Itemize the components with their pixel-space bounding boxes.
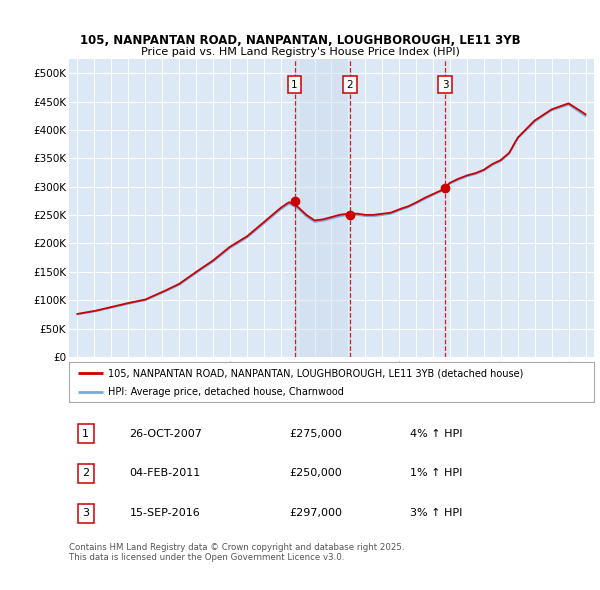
Text: HPI: Average price, detached house, Charnwood: HPI: Average price, detached house, Char… [109, 386, 344, 396]
Text: 15-SEP-2016: 15-SEP-2016 [130, 509, 200, 518]
Text: Price paid vs. HM Land Registry's House Price Index (HPI): Price paid vs. HM Land Registry's House … [140, 47, 460, 57]
Text: 3% ↑ HPI: 3% ↑ HPI [410, 509, 463, 518]
Text: 2: 2 [347, 80, 353, 90]
Bar [295, 59, 350, 357]
Text: 4% ↑ HPI: 4% ↑ HPI [410, 429, 463, 438]
Text: 1: 1 [291, 80, 298, 90]
Text: 1: 1 [82, 429, 89, 438]
Text: 2: 2 [82, 468, 89, 478]
Text: 26-OCT-2007: 26-OCT-2007 [130, 429, 202, 438]
Text: 3: 3 [82, 509, 89, 518]
Text: 3: 3 [442, 80, 448, 90]
Text: 04-FEB-2011: 04-FEB-2011 [130, 468, 200, 478]
Text: 105, NANPANTAN ROAD, NANPANTAN, LOUGHBOROUGH, LE11 3YB: 105, NANPANTAN ROAD, NANPANTAN, LOUGHBOR… [80, 34, 520, 47]
Text: Contains HM Land Registry data © Crown copyright and database right 2025.
This d: Contains HM Land Registry data © Crown c… [69, 543, 404, 562]
Text: £297,000: £297,000 [290, 509, 343, 518]
Text: £275,000: £275,000 [290, 429, 343, 438]
Text: 1% ↑ HPI: 1% ↑ HPI [410, 468, 463, 478]
Text: £250,000: £250,000 [290, 468, 342, 478]
Text: 105, NANPANTAN ROAD, NANPANTAN, LOUGHBOROUGH, LE11 3YB (detached house): 105, NANPANTAN ROAD, NANPANTAN, LOUGHBOR… [109, 368, 524, 378]
